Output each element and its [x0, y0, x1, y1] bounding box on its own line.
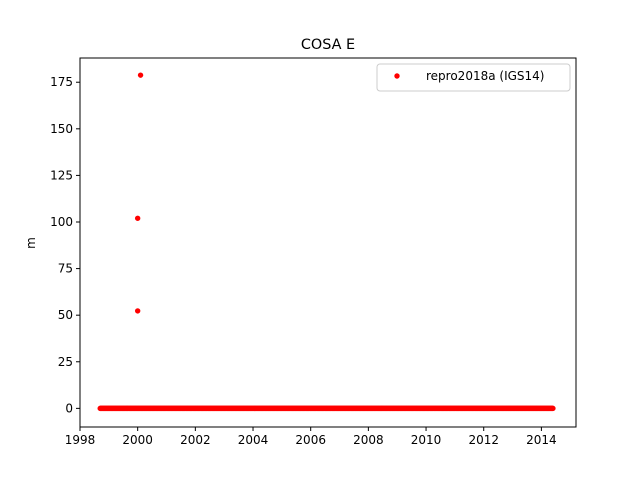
chart-title: COSA E: [301, 37, 355, 53]
y-axis-label: m: [24, 237, 38, 249]
outlier-point-2: [137, 72, 144, 78]
legend-label: repro2018a (IGS14): [426, 69, 544, 83]
x-tick-label-8: 2014: [526, 433, 557, 447]
data-point-785: [550, 405, 556, 412]
x-tick-label-1: 2000: [122, 433, 153, 447]
y-tick-label-1: 25: [58, 355, 73, 369]
outlier-point-1: [134, 215, 141, 221]
y-tick-label-4: 100: [50, 215, 73, 229]
y-tick-label-5: 125: [50, 168, 73, 182]
legend-box: [376, 63, 571, 92]
x-tick-label-3: 2004: [238, 433, 269, 447]
y-tick-label-0: 0: [65, 401, 73, 415]
y-tick-label-6: 150: [50, 122, 73, 136]
x-tick-label-7: 2012: [468, 433, 499, 447]
y-tick-label-7: 175: [50, 75, 73, 89]
y-tick-label-2: 50: [58, 308, 73, 322]
legend-marker: [394, 73, 400, 79]
x-axis: 1998 2000 2002 2004 2006 2008 2010 2012 2014: [65, 427, 557, 447]
x-tick-label-4: 2006: [295, 433, 326, 447]
x-tick-label-0: 1998: [65, 433, 96, 447]
x-tick-label-6: 2010: [411, 433, 442, 447]
x-tick-label-2: 2002: [180, 433, 211, 447]
outlier-point-0: [134, 308, 141, 314]
plot-area: [97, 72, 556, 412]
legend: repro2018a (IGS14): [376, 63, 571, 92]
x-tick-label-5: 2008: [353, 433, 384, 447]
y-axis: 0 25 50 75 100 125 150 175: [50, 75, 80, 415]
plot-frame: [79, 57, 577, 428]
y-tick-label-3: 75: [58, 262, 73, 276]
